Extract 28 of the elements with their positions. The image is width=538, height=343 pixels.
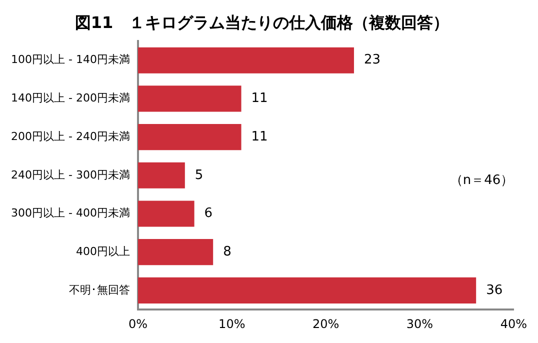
data-label: 36 <box>486 282 503 298</box>
x-tick-label: 30% <box>406 316 434 331</box>
data-label: 11 <box>251 129 268 144</box>
bar <box>138 239 214 266</box>
data-label: 6 <box>204 206 213 222</box>
bar <box>138 47 354 74</box>
y-tick-label: 400円以上 <box>76 244 130 258</box>
chart-title: 図11 １キログラム当たりの仕入価格（複数回答） <box>74 12 450 32</box>
bar <box>138 200 194 227</box>
y-tick-label: 300円以上 - 400円未満 <box>10 206 130 220</box>
y-tick-label: 不明･無回答 <box>68 283 130 296</box>
x-tick-label: 0% <box>128 316 148 331</box>
annotation: （n＝46） <box>450 173 514 188</box>
data-label: 11 <box>251 91 268 106</box>
x-tick-label: 20% <box>312 316 340 331</box>
y-tick-label: 100円以上 - 140円未満 <box>10 53 130 66</box>
bar <box>138 86 242 112</box>
bar <box>138 162 185 188</box>
bar <box>138 124 242 150</box>
y-tick-label: 200円以上 - 240円未満 <box>10 130 130 143</box>
data-label: 8 <box>223 244 232 260</box>
x-tick-label: 40% <box>500 316 527 331</box>
y-tick-label: 240円以上 - 300円未満 <box>10 168 130 182</box>
data-label: 5 <box>194 168 204 183</box>
data-label: 23 <box>364 52 381 68</box>
x-tick-label: 10% <box>218 316 246 331</box>
y-tick-label: 140円以上 - 200円未満 <box>10 92 130 105</box>
bar <box>138 277 476 304</box>
